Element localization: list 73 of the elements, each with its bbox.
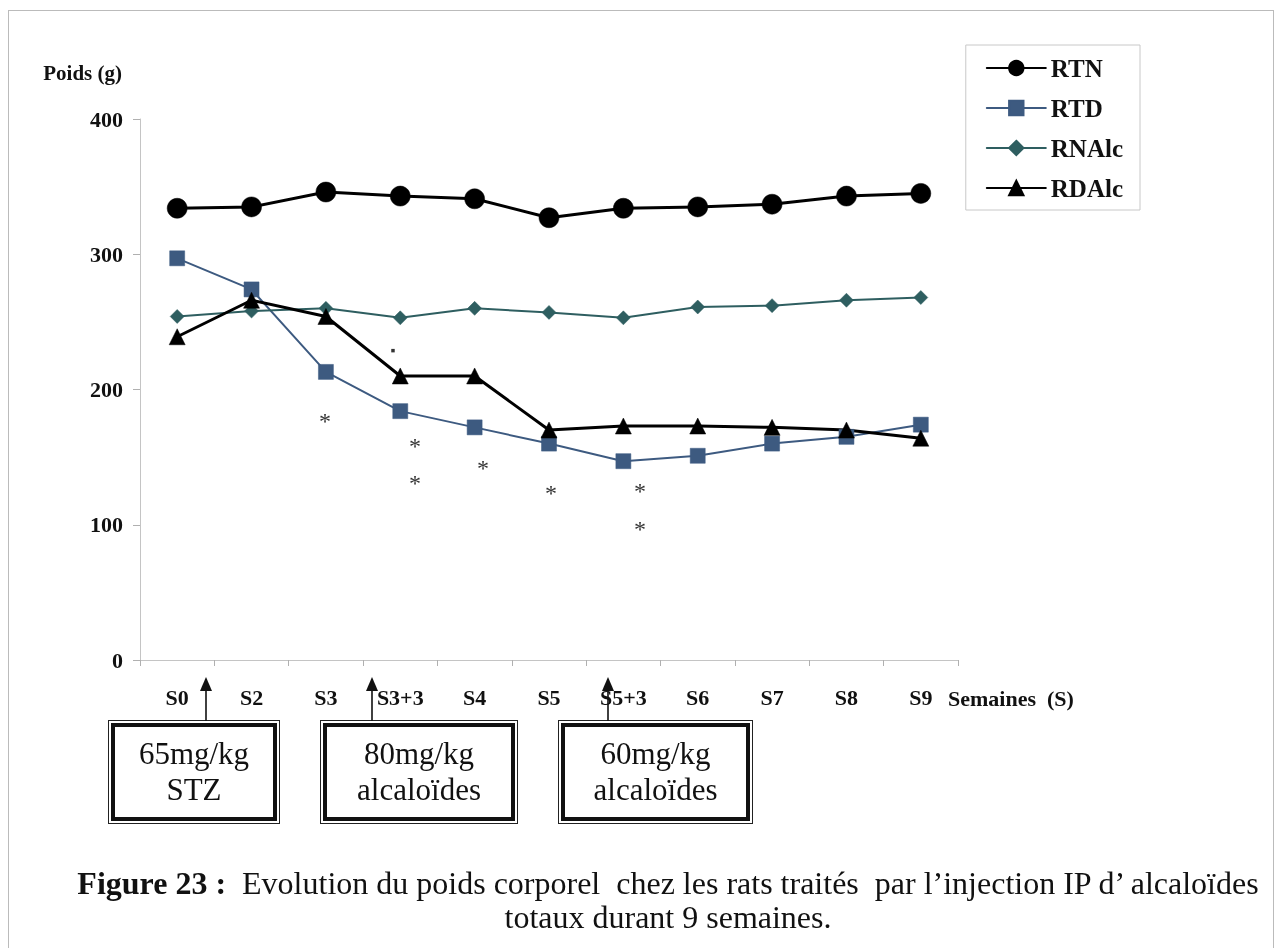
point: [687, 196, 708, 218]
point: [541, 305, 557, 320]
point: [390, 185, 411, 207]
point: [913, 416, 929, 433]
point: [764, 435, 780, 452]
point: [616, 310, 631, 326]
point: [467, 301, 482, 316]
y-tick-label: 0: [112, 647, 123, 673]
point: [392, 403, 409, 419]
point: [318, 364, 334, 380]
point: [317, 308, 335, 325]
annotation: *: [634, 478, 646, 505]
point: [315, 181, 337, 203]
x-tick-label: S0: [165, 684, 189, 710]
legend-label: RTD: [1050, 94, 1103, 122]
y-tick-label: 400: [90, 106, 123, 132]
y-axis-title: Poids (g): [43, 60, 123, 85]
framed-note: 65mg/kg STZ: [108, 720, 280, 824]
point: [761, 193, 783, 215]
point: [538, 207, 560, 228]
point: [690, 299, 705, 315]
point: [689, 448, 706, 464]
point: [913, 290, 929, 305]
point: [689, 417, 706, 435]
point: [392, 367, 409, 385]
point: [466, 367, 483, 385]
y-tick-label: 100: [90, 512, 123, 538]
point: [615, 417, 632, 435]
point: [169, 309, 185, 324]
point: [243, 281, 260, 298]
point: [613, 198, 634, 219]
point: [466, 419, 483, 436]
x-tick-label: S5: [537, 684, 561, 710]
point: [243, 291, 260, 309]
legend-label: RTN: [1050, 54, 1103, 82]
x-axis-title: Semaines (S): [948, 685, 1074, 711]
legend-label: RNAlc: [1050, 134, 1124, 162]
point: [838, 421, 855, 439]
annotation: *: [409, 470, 421, 497]
point: [393, 310, 408, 326]
x-tick-label: S9: [909, 684, 933, 710]
annotation: *: [409, 433, 421, 460]
point: [764, 298, 780, 313]
y-tick-label: 200: [90, 377, 123, 402]
annotation: *: [319, 408, 331, 435]
x-tick-label: S7: [760, 684, 784, 710]
y-tick-label: 300: [90, 241, 123, 267]
caption: Figure 23 : Evolution du poids corporel chez les rats traités par l’injection IP d’ alcaloïdes totaux durant 9 semaines.: [76, 865, 1260, 935]
x-tick-label: S8: [834, 684, 859, 710]
annotation: *: [545, 480, 557, 507]
legend-label: RDAlc: [1050, 174, 1124, 202]
point: [615, 453, 632, 469]
point: [763, 419, 781, 436]
point: [168, 328, 186, 345]
annotation: *: [634, 516, 646, 543]
x-tick-label: S3+3: [376, 684, 424, 710]
annotation: ▪: [390, 342, 396, 358]
framed-note: 80mg/kg alcaloïdes: [320, 720, 518, 824]
point: [836, 185, 857, 207]
x-tick-label: S4: [463, 684, 487, 710]
point: [839, 292, 854, 308]
annotation: *: [477, 455, 489, 482]
point: [912, 429, 930, 447]
x-tick-label: S2: [239, 684, 264, 710]
point: [241, 196, 262, 218]
point: [166, 198, 188, 219]
point: [169, 250, 185, 267]
point: [540, 421, 558, 439]
framed-note: 60mg/kg alcaloïdes: [558, 720, 753, 824]
x-tick-label: S6: [686, 684, 710, 710]
point: [910, 183, 932, 204]
x-tick-label: S3: [314, 684, 338, 710]
point: [464, 188, 485, 210]
